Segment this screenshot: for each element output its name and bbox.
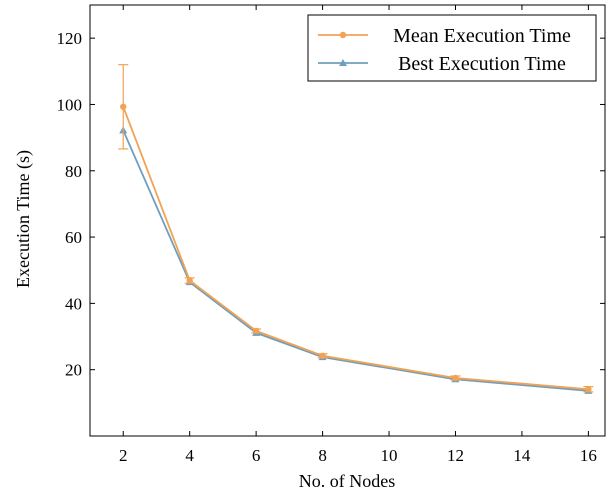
y-tick-label: 60 bbox=[65, 228, 82, 247]
x-tick-label: 16 bbox=[580, 446, 597, 465]
data-point bbox=[186, 277, 193, 284]
legend-label: Mean Execution Time bbox=[393, 25, 571, 47]
x-tick-label: 6 bbox=[252, 446, 261, 465]
legend-box bbox=[307, 14, 597, 82]
series-layer bbox=[118, 64, 594, 394]
y-tick-label: 20 bbox=[65, 361, 82, 380]
x-tick-label: 10 bbox=[381, 446, 398, 465]
series-line bbox=[122, 106, 589, 391]
series-line bbox=[122, 129, 589, 392]
data-point bbox=[339, 59, 347, 66]
plot-frame bbox=[89, 4, 606, 437]
data-point bbox=[252, 327, 260, 335]
y-tick-label: 100 bbox=[57, 95, 83, 114]
x-axis: 2 4 6 8 10 12 14 16 bbox=[119, 5, 597, 465]
y-tick-label: 40 bbox=[65, 294, 82, 313]
data-point bbox=[585, 386, 592, 393]
x-axis-label: No. of Nodes bbox=[299, 471, 396, 491]
x-tick-label: 12 bbox=[447, 446, 464, 465]
plot-area bbox=[89, 4, 606, 437]
x-tick-label: 4 bbox=[185, 446, 194, 465]
y-axis-label: Execution Time (s) bbox=[13, 150, 34, 288]
x-tick-label: 14 bbox=[513, 446, 531, 465]
legend-label: Best Execution Time bbox=[398, 53, 566, 75]
data-point bbox=[319, 352, 326, 359]
data-point bbox=[120, 103, 127, 110]
x-tick-label: 8 bbox=[318, 446, 327, 465]
series-best bbox=[119, 126, 593, 394]
y-tick-label: 80 bbox=[65, 162, 82, 181]
data-point bbox=[452, 374, 459, 382]
legend: Mean Execution Time Best Execution Time bbox=[307, 14, 597, 82]
x-tick-label: 2 bbox=[119, 446, 128, 465]
data-point bbox=[339, 31, 347, 39]
y-axis: 20 40 60 80 100 120 bbox=[57, 29, 605, 380]
y-tick-label: 120 bbox=[57, 29, 83, 48]
series-mean bbox=[118, 64, 594, 393]
